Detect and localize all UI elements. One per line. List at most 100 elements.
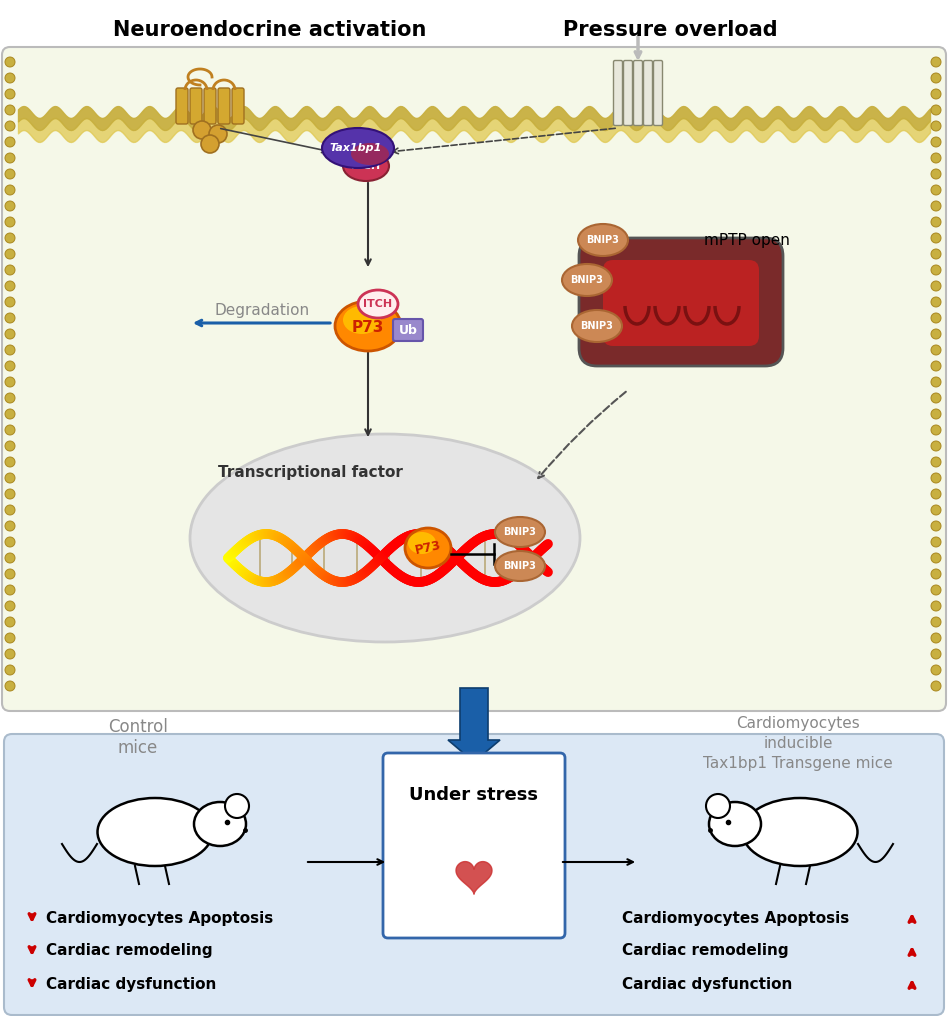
Circle shape (931, 585, 941, 595)
Circle shape (5, 601, 15, 611)
Text: ITCH: ITCH (363, 299, 392, 309)
FancyBboxPatch shape (579, 238, 783, 366)
FancyBboxPatch shape (393, 319, 423, 341)
Ellipse shape (322, 128, 394, 168)
Circle shape (931, 249, 941, 259)
Ellipse shape (408, 532, 436, 554)
Text: BNIP3: BNIP3 (580, 321, 613, 331)
FancyBboxPatch shape (633, 61, 643, 126)
Ellipse shape (572, 310, 622, 342)
Circle shape (5, 553, 15, 563)
Text: BNIP3: BNIP3 (503, 527, 537, 537)
Circle shape (931, 489, 941, 499)
Circle shape (931, 121, 941, 131)
Circle shape (5, 121, 15, 131)
Circle shape (5, 89, 15, 99)
Ellipse shape (358, 290, 398, 318)
Circle shape (5, 665, 15, 675)
Circle shape (225, 793, 249, 818)
Ellipse shape (405, 528, 451, 568)
Circle shape (5, 169, 15, 179)
Text: Degradation: Degradation (214, 303, 310, 317)
Text: Under stress: Under stress (410, 786, 538, 804)
Text: BNIP3: BNIP3 (503, 561, 537, 571)
Circle shape (931, 633, 941, 643)
Circle shape (706, 793, 730, 818)
Circle shape (5, 281, 15, 291)
Text: mPTP open: mPTP open (704, 233, 790, 248)
Circle shape (931, 473, 941, 483)
Circle shape (5, 537, 15, 547)
Ellipse shape (335, 301, 401, 351)
FancyBboxPatch shape (4, 734, 944, 1015)
Circle shape (5, 569, 15, 579)
Ellipse shape (98, 798, 212, 866)
Circle shape (5, 249, 15, 259)
Text: Transcriptional factor: Transcriptional factor (217, 465, 403, 481)
Circle shape (931, 537, 941, 547)
Circle shape (931, 105, 941, 115)
Ellipse shape (351, 143, 389, 165)
FancyBboxPatch shape (644, 61, 652, 126)
Circle shape (5, 201, 15, 211)
Circle shape (5, 377, 15, 387)
Circle shape (5, 585, 15, 595)
Circle shape (5, 297, 15, 307)
Circle shape (5, 649, 15, 659)
Circle shape (5, 425, 15, 435)
Circle shape (931, 601, 941, 611)
Circle shape (931, 57, 941, 67)
Circle shape (931, 169, 941, 179)
Circle shape (209, 125, 227, 143)
FancyBboxPatch shape (613, 61, 623, 126)
Text: Tax1bp1: Tax1bp1 (330, 143, 382, 153)
FancyBboxPatch shape (383, 753, 565, 938)
Text: Cardiomyocytes
inducible
Tax1bp1 Transgene mice: Cardiomyocytes inducible Tax1bp1 Transge… (703, 716, 893, 770)
FancyBboxPatch shape (176, 88, 188, 124)
Text: BNIP3: BNIP3 (587, 235, 619, 245)
Circle shape (931, 153, 941, 163)
Text: P73: P73 (352, 320, 384, 335)
Circle shape (931, 233, 941, 243)
Circle shape (931, 185, 941, 195)
Circle shape (5, 361, 15, 371)
Circle shape (5, 185, 15, 195)
Text: Ub: Ub (398, 323, 417, 336)
Text: Cardiac dysfunction: Cardiac dysfunction (622, 976, 793, 992)
FancyBboxPatch shape (624, 61, 632, 126)
Circle shape (5, 233, 15, 243)
FancyArrow shape (448, 688, 500, 762)
Circle shape (931, 617, 941, 627)
FancyBboxPatch shape (653, 61, 663, 126)
FancyBboxPatch shape (2, 47, 946, 711)
Ellipse shape (578, 224, 628, 256)
Circle shape (5, 633, 15, 643)
FancyBboxPatch shape (232, 88, 244, 124)
FancyBboxPatch shape (603, 260, 759, 346)
Text: Pressure overload: Pressure overload (563, 20, 777, 40)
Circle shape (5, 137, 15, 147)
Circle shape (5, 313, 15, 323)
Circle shape (5, 409, 15, 419)
Text: Cardiac remodeling: Cardiac remodeling (46, 944, 212, 958)
Polygon shape (456, 862, 492, 894)
Circle shape (931, 649, 941, 659)
FancyBboxPatch shape (218, 88, 230, 124)
Text: Control
mice: Control mice (108, 718, 168, 757)
Ellipse shape (343, 306, 381, 334)
Ellipse shape (194, 802, 246, 846)
Ellipse shape (742, 798, 858, 866)
Circle shape (931, 569, 941, 579)
Circle shape (931, 665, 941, 675)
Circle shape (931, 361, 941, 371)
Circle shape (931, 137, 941, 147)
FancyBboxPatch shape (204, 88, 216, 124)
Ellipse shape (495, 517, 545, 547)
Circle shape (931, 681, 941, 691)
Circle shape (5, 153, 15, 163)
Circle shape (931, 297, 941, 307)
Circle shape (5, 473, 15, 483)
Circle shape (5, 105, 15, 115)
Circle shape (5, 521, 15, 531)
Circle shape (931, 377, 941, 387)
